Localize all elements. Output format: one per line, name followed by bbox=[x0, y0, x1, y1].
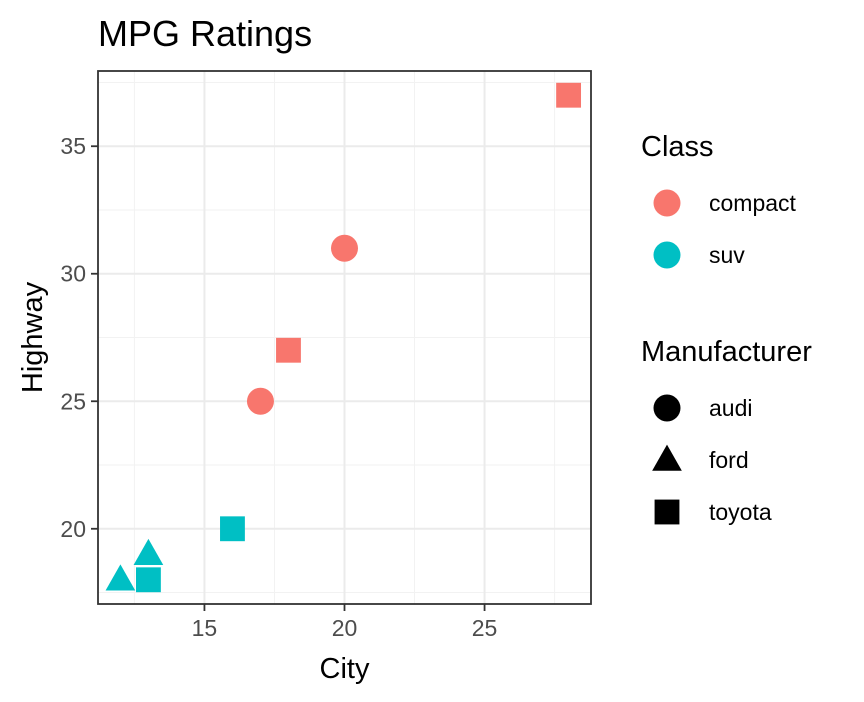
x-tick-label: 25 bbox=[472, 615, 498, 641]
data-point-suv-toyota bbox=[136, 567, 161, 593]
legends: Class compact suv Manufacturer audi ford toyot… bbox=[641, 131, 812, 525]
legend-label-toyota: toyota bbox=[709, 499, 772, 525]
legend-key-suv bbox=[653, 241, 681, 269]
y-tick-label: 30 bbox=[60, 261, 86, 287]
data-point-compact-toyota bbox=[276, 337, 301, 363]
data-point-compact-audi bbox=[246, 387, 274, 415]
x-tick-label: 20 bbox=[332, 615, 358, 641]
y-tick-label: 35 bbox=[60, 133, 86, 159]
legend-label-suv: suv bbox=[709, 242, 745, 268]
grid-lines bbox=[98, 71, 591, 604]
x-tick-label: 15 bbox=[192, 615, 218, 641]
legend-key-compact bbox=[653, 189, 681, 217]
data-points bbox=[105, 82, 582, 593]
y-tick-label: 25 bbox=[60, 388, 86, 414]
data-point-compact-toyota bbox=[556, 82, 582, 108]
axis-ticks: 15 20 25 20 25 30 35 bbox=[60, 133, 497, 641]
legend-key-ford bbox=[652, 444, 682, 471]
legend-label-compact: compact bbox=[709, 190, 797, 216]
legend-key-toyota bbox=[654, 499, 680, 525]
legend-key-audi bbox=[653, 394, 681, 422]
y-tick-label: 20 bbox=[60, 516, 86, 542]
legend-title: Manufacturer bbox=[641, 336, 812, 368]
legend-label-audi: audi bbox=[709, 395, 752, 421]
legend-label-ford: ford bbox=[709, 447, 749, 473]
x-axis-title: City bbox=[320, 653, 370, 685]
data-point-suv-toyota bbox=[220, 516, 245, 542]
data-point-compact-audi bbox=[331, 234, 358, 262]
data-point-suv-ford bbox=[105, 564, 136, 591]
legend-title: Class bbox=[641, 131, 714, 163]
y-axis-title: Highway bbox=[17, 281, 49, 393]
chart-title: MPG Ratings bbox=[98, 13, 312, 54]
data-point-suv-ford bbox=[133, 538, 164, 566]
